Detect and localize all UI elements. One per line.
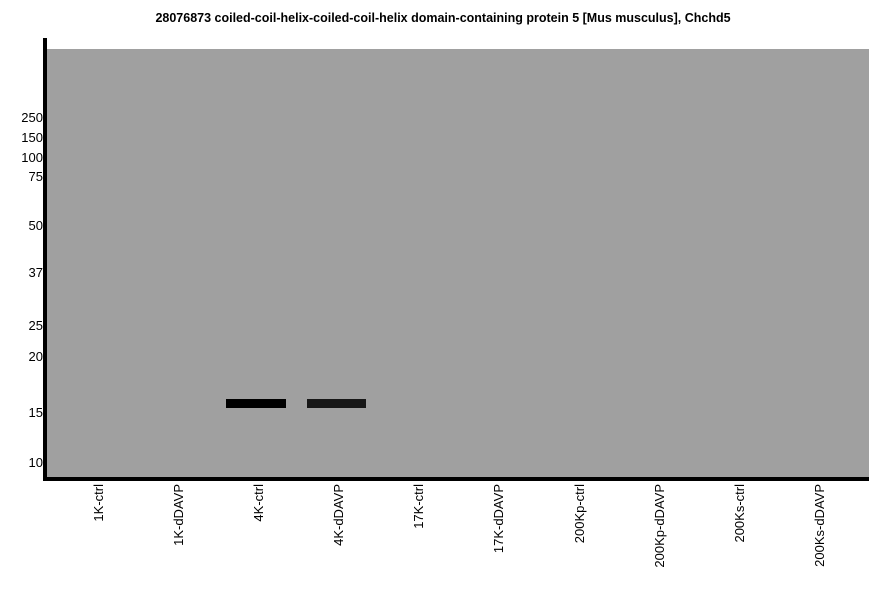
x-lane-label-200ks-ctrl: 200Ks-ctrl [732, 484, 747, 543]
y-tick-label-100: 100 [21, 150, 43, 165]
y-axis-line [43, 38, 47, 481]
protein-band-4k-ddavp [307, 399, 366, 408]
protein-band-4k-ctrl [226, 399, 286, 408]
y-tick-label-15: 15 [28, 405, 43, 420]
x-lane-label-17k-ctrl: 17K-ctrl [411, 484, 426, 529]
y-tick-label-20: 20 [28, 349, 43, 364]
x-lane-label-200kp-ddavp: 200Kp-dDAVP [652, 484, 667, 568]
y-tick-label-75: 75 [28, 169, 43, 184]
x-lane-label-1k-ctrl: 1K-ctrl [91, 484, 106, 522]
y-tick-label-25: 25 [28, 318, 43, 333]
gel-plot-area [47, 49, 869, 478]
x-lane-label-4k-ctrl: 4K-ctrl [251, 484, 266, 522]
y-tick-label-10: 10 [28, 455, 43, 470]
x-lane-label-17k-ddavp: 17K-dDAVP [491, 484, 506, 554]
x-lane-label-4k-ddavp: 4K-dDAVP [331, 484, 346, 546]
x-lane-label-200kp-ctrl: 200Kp-ctrl [572, 484, 587, 544]
y-tick-label-150: 150 [21, 130, 43, 145]
y-tick-label-250: 250 [21, 110, 43, 125]
x-lane-label-200ks-ddavp: 200Ks-dDAVP [812, 484, 827, 567]
chart-title: 28076873 coiled-coil-helix-coiled-coil-h… [155, 11, 731, 25]
x-lane-label-1k-ddavp: 1K-dDAVP [171, 484, 186, 546]
y-tick-label-37: 37 [28, 265, 43, 280]
y-tick-label-50: 50 [28, 218, 43, 233]
x-axis-line [43, 477, 869, 481]
